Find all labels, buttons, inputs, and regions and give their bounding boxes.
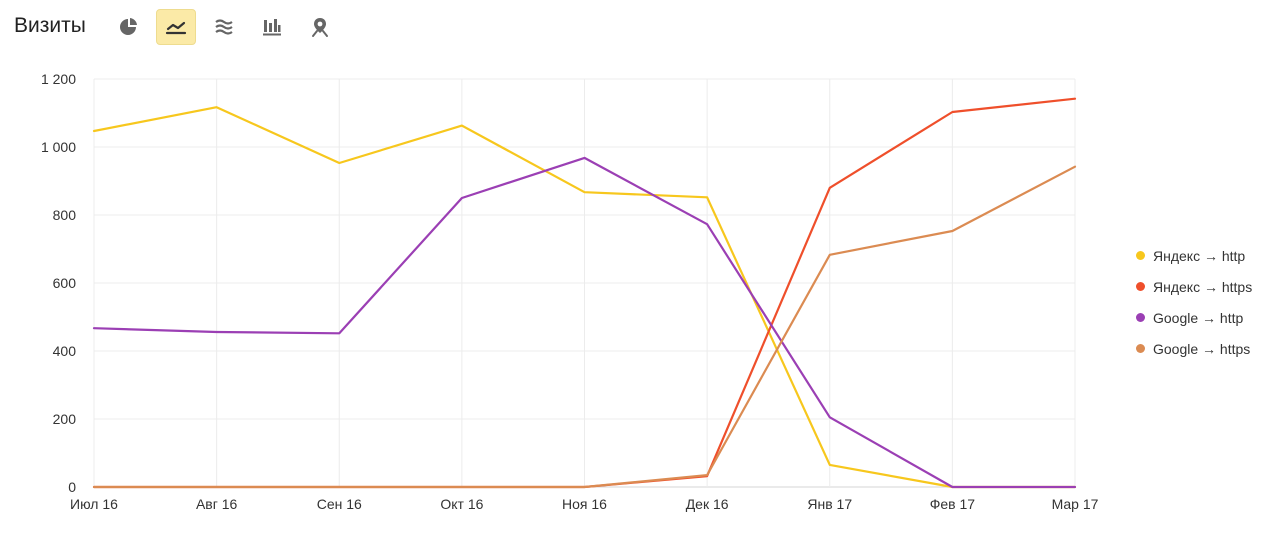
line-chart-icon — [165, 21, 187, 35]
y-tick-label: 0 — [68, 479, 76, 495]
map-pin-icon — [312, 18, 328, 37]
bar-chart-icon — [263, 19, 281, 36]
area-chart-button[interactable] — [204, 9, 244, 45]
map-pin-button[interactable] — [300, 9, 340, 45]
legend-label: Яндекс → http — [1153, 247, 1246, 264]
legend-item[interactable]: Google → https — [1136, 333, 1252, 364]
legend-item[interactable]: Google → http — [1136, 302, 1252, 333]
legend-label: Google → https — [1153, 340, 1251, 357]
legend-marker — [1136, 344, 1145, 353]
y-tick-label: 400 — [53, 343, 77, 359]
series-line — [92, 106, 1077, 489]
y-tick-label: 200 — [53, 411, 77, 427]
bar-chart-button[interactable] — [252, 9, 292, 45]
x-tick-label: Авг 16 — [196, 496, 238, 512]
series-line — [92, 165, 1077, 489]
area-chart-icon — [215, 19, 233, 35]
legend-item[interactable]: Яндекс → https — [1136, 271, 1252, 302]
x-tick-label: Янв 17 — [807, 496, 852, 512]
x-tick-label: Сен 16 — [317, 496, 362, 512]
x-tick-label: Мар 17 — [1052, 496, 1099, 512]
pie-chart-button[interactable] — [108, 9, 148, 45]
x-tick-label: Фев 17 — [930, 496, 976, 512]
series-line — [92, 156, 1077, 489]
chart-legend: Яндекс → http Яндекс → https Google → http… — [1136, 240, 1252, 364]
legend-item[interactable]: Яндекс → http — [1136, 240, 1252, 271]
line-chart-button[interactable] — [156, 9, 196, 45]
legend-label: Google → http — [1153, 309, 1244, 326]
y-tick-label: 1 200 — [41, 71, 76, 87]
x-tick-label: Ноя 16 — [562, 496, 607, 512]
x-tick-label: Дек 16 — [686, 496, 729, 512]
legend-marker — [1136, 282, 1145, 291]
x-tick-label: Окт 16 — [440, 496, 483, 512]
legend-marker — [1136, 313, 1145, 322]
x-tick-label: Июл 16 — [70, 496, 118, 512]
chart-toolbar: Визиты — [0, 0, 1280, 56]
y-tick-label: 1 000 — [41, 139, 76, 155]
legend-label: Яндекс → https — [1153, 278, 1253, 295]
chart-title: Визиты — [14, 14, 86, 37]
y-tick-label: 600 — [53, 275, 77, 291]
pie-chart-icon — [120, 18, 137, 35]
legend-marker — [1136, 251, 1145, 260]
y-tick-label: 800 — [53, 207, 77, 223]
